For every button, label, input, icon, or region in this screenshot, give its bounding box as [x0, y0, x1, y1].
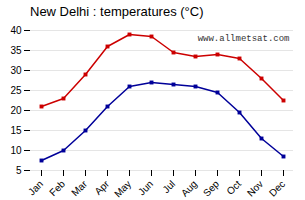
svg-text:35: 35	[10, 45, 22, 56]
svg-text:Jan: Jan	[26, 178, 45, 197]
svg-text:Aug: Aug	[179, 178, 199, 198]
svg-text:40: 40	[10, 25, 22, 36]
svg-text:Feb: Feb	[47, 178, 67, 198]
svg-text:15: 15	[10, 125, 22, 136]
svg-text:25: 25	[10, 85, 22, 96]
svg-text:30: 30	[10, 65, 22, 76]
svg-text:Dec: Dec	[267, 178, 287, 198]
svg-text:10: 10	[10, 145, 22, 156]
svg-text:5: 5	[16, 165, 22, 176]
svg-text:Sep: Sep	[201, 178, 222, 199]
html-text:New Delhi : temperatures (°C): New Delhi : temperatures (°C)	[30, 4, 204, 19]
svg-text:Nov: Nov	[245, 178, 265, 198]
svg-text:Jun: Jun	[136, 178, 155, 197]
svg-text:20: 20	[10, 105, 22, 116]
svg-text:www.allmetsat.com: www.allmetsat.com	[198, 34, 290, 44]
svg-text:Mar: Mar	[69, 178, 89, 198]
svg-text:Jul: Jul	[160, 178, 177, 195]
svg-text:Oct: Oct	[224, 178, 243, 197]
svg-text:Apr: Apr	[92, 178, 111, 197]
svg-text:May: May	[112, 178, 133, 199]
